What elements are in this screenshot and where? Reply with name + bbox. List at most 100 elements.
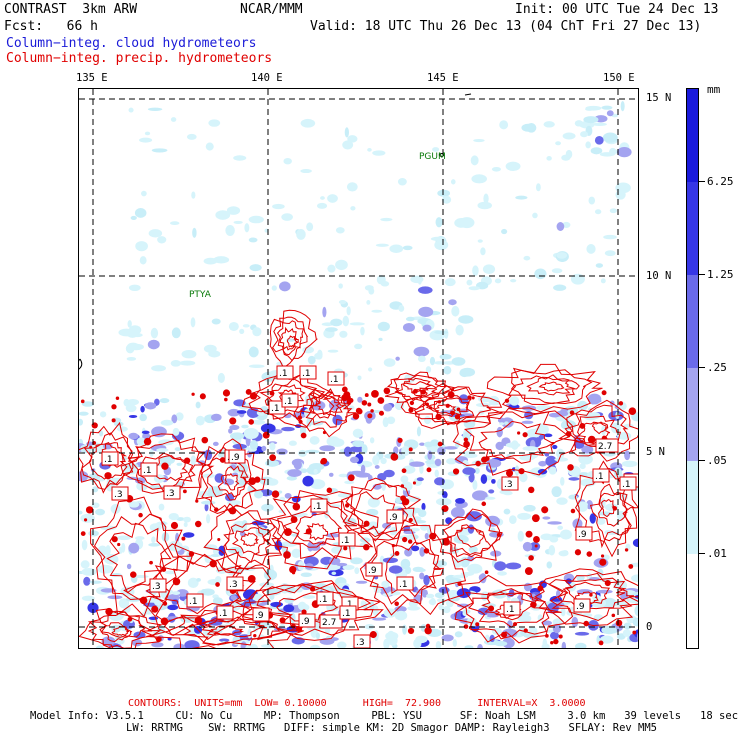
cloud-cell [167, 604, 179, 611]
cloud-cell [300, 572, 313, 578]
precip-core [397, 437, 403, 443]
cloud-cell [517, 512, 532, 520]
precip-contour [310, 391, 345, 419]
cloud-cell [136, 437, 146, 446]
contour-label: .1 [503, 601, 521, 616]
precip-core [524, 567, 533, 576]
cloud-cell [158, 503, 165, 511]
contour-label: .9 [386, 509, 404, 524]
cloud-cell [229, 424, 240, 431]
precip-contour [486, 363, 603, 413]
precip-core [475, 622, 480, 627]
cloud-cell [225, 225, 235, 236]
cloud-cell [430, 597, 436, 606]
precip-core [450, 388, 454, 392]
precip-contour [277, 494, 369, 560]
cloud-cell [499, 489, 511, 495]
cloud-cell [622, 629, 631, 637]
cloud-cell [468, 286, 481, 291]
contour-label-text: .9 [231, 453, 240, 463]
cloud-cell [445, 517, 453, 525]
precip-core [420, 389, 427, 395]
contour-label-text: .1 [189, 597, 198, 607]
cloud-cell [488, 395, 500, 406]
cloud-cell [556, 448, 565, 459]
contour-label-box [101, 451, 119, 466]
precip-core [429, 406, 433, 410]
cloud-cell [434, 477, 446, 486]
precip-core [407, 627, 415, 635]
cloud-cell [248, 215, 264, 224]
cloud-cell [416, 477, 424, 482]
precip-core [518, 468, 525, 475]
cloud-cell [140, 405, 145, 413]
cloud-cell [596, 589, 613, 594]
forecast-hour: Fcst: 66 h [4, 19, 98, 34]
cloud-cell [229, 432, 245, 440]
cloud-cell [164, 570, 176, 575]
cloud-cell [599, 152, 615, 157]
cloud-cell [135, 241, 148, 252]
contour-label-text: .9 [578, 530, 587, 540]
cloud-cell [451, 357, 466, 366]
cloud-cell [621, 460, 638, 468]
cloud-cell [442, 606, 451, 614]
contour-label-text: .1 [344, 600, 353, 610]
cloud-cell [195, 401, 201, 409]
cloud-cell [601, 597, 617, 609]
cloud-cell [454, 440, 460, 448]
cloud-cell [588, 412, 601, 420]
cloud-cell [151, 642, 164, 648]
cloud-cell [388, 635, 398, 646]
cloud-cell [302, 346, 315, 354]
contour-label-box [281, 393, 299, 408]
cloud-cell [578, 453, 593, 465]
precip-core [352, 413, 360, 420]
precip-contour [223, 521, 272, 564]
cloud-cell [249, 264, 262, 272]
cloud-cell [555, 410, 569, 417]
cloud-cell [330, 318, 343, 327]
cloud-cell [417, 355, 426, 363]
cloud-cell [335, 259, 348, 271]
precip-core [390, 453, 399, 461]
cloud-cell [95, 645, 104, 648]
cloud-cell [260, 423, 276, 434]
cloud-cell [552, 623, 562, 634]
cloud-cell [222, 478, 235, 486]
precip-core [348, 398, 354, 403]
cloud-cell [99, 411, 107, 418]
cloud-cell [338, 473, 348, 478]
precip-contour [146, 605, 309, 648]
cloud-cell [547, 521, 562, 525]
precip-core [442, 538, 450, 546]
cloud-cell [491, 167, 501, 172]
lat-label-5n: 5 N [646, 446, 665, 458]
cloud-cell [107, 595, 123, 600]
cloud-cell [346, 306, 351, 316]
cloud-cell [92, 486, 99, 493]
cloud-cell [631, 574, 638, 583]
cloud-cell [459, 369, 470, 378]
cloud-cell [444, 278, 456, 287]
precip-core [628, 564, 634, 569]
cloud-cell [562, 221, 571, 229]
cloud-cell [128, 432, 139, 440]
precip-core [541, 506, 549, 514]
contour-label: .3 [226, 576, 244, 591]
cloud-cell [404, 548, 413, 557]
cloud-cell [204, 503, 209, 512]
cloud-cell [492, 589, 508, 599]
cloud-cell [505, 442, 521, 448]
cloud-cell [553, 284, 567, 291]
cloud-cell [278, 490, 283, 494]
cloud-cell [329, 557, 341, 565]
precip-contour [526, 376, 575, 396]
cloud-cell [127, 320, 132, 328]
cloud-cell [172, 591, 181, 595]
precip-contour [279, 326, 299, 351]
cloud-cell [97, 545, 108, 557]
precip-core [611, 613, 616, 618]
contour-label-box [310, 498, 328, 513]
cloud-cell [265, 588, 282, 596]
